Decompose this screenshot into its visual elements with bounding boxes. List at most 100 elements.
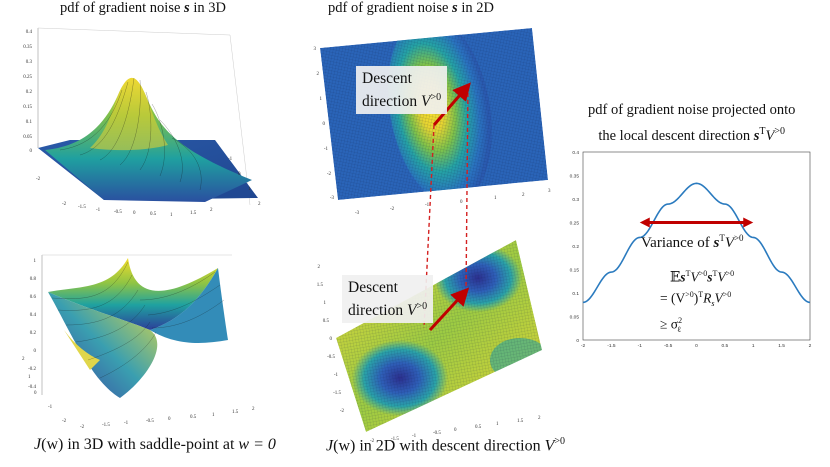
heat2-y-tick-5: -0.5 — [327, 355, 335, 360]
chart-x-tick-5: 0.5 — [722, 343, 729, 349]
heat1-y-tick-4: -1 — [324, 147, 329, 152]
heat1-y-tick-3: 0 — [323, 122, 326, 127]
surf1-x-tick-0: -2 — [62, 202, 67, 207]
surf1-x-tick-8: 2 — [210, 208, 213, 213]
heat1-x-tick-6: 3 — [548, 189, 551, 194]
surf1-z-tick-1: 0.35 — [23, 45, 32, 50]
surf1-y-tick-4: -2 — [36, 177, 41, 182]
chart-y-tick-6: 0.1 — [572, 291, 579, 297]
title-projected-pdf: pdf of gradient noise projected onto the… — [588, 102, 796, 144]
surf1-y-tick-3: -1 — [228, 157, 233, 162]
surf1-z-tick-6: 0.1 — [26, 120, 33, 125]
surf1-x-tick-4: 0 — [133, 211, 136, 216]
heat2-y-tick-3: 0.5 — [323, 319, 330, 324]
chart-y-ticks: 0.4 0.35 0.3 0.25 0.2 0.15 0.1 0.05 0 — [570, 150, 580, 344]
caption-3d-saddle: J(w) in 3D with saddle-point at w = 0 — [34, 436, 276, 453]
heat2-y-tick-2: 1 — [324, 301, 327, 306]
heat2-x-tick-8: 2 — [538, 416, 541, 421]
surf2-x-tick-0: -2 — [80, 425, 85, 430]
chart-x-tick-0: -2 — [581, 343, 586, 349]
variance-label: Variance of sTV>0 — [641, 233, 744, 251]
heat2-y-ticks: 2 1.5 1 0.5 0 -0.5 -1 -1.5 -2 — [317, 265, 345, 414]
chart-x-tick-2: -1 — [638, 343, 643, 349]
surf1-z-ticks: 0.4 0.35 0.3 0.25 0.2 0.15 0.1 0.05 0 — [23, 30, 32, 154]
surf2-y-tick-4: -2 — [62, 419, 67, 424]
surf1-x-tick-5: 0.5 — [150, 212, 157, 217]
surf1-z-tick-7: 0.05 — [23, 135, 32, 140]
descent-label-top: Descent direction V>0 — [356, 66, 448, 115]
variance-arrow-right-head — [743, 217, 754, 228]
variance-arrow-left-head — [639, 217, 650, 228]
equation-line-1: 𝔼sTV>0sTV>0 — [670, 269, 735, 285]
chart-y-tick-2: 0.3 — [572, 197, 579, 203]
heat1-y-ticks: 3 2 1 0 -1 -2 -3 — [314, 47, 335, 201]
heat2-y-tick-6: -1 — [334, 373, 339, 378]
heat2-x-ticks: -2 -1.5 -1 -0.5 0 0.5 1 1.5 2 — [370, 416, 541, 444]
chart-series-line — [582, 182, 811, 304]
chart-x-tick-6: 1 — [752, 343, 755, 349]
heat2-y-tick-4: 0 — [330, 337, 333, 342]
heat1-x-tick-4: 1 — [494, 196, 497, 201]
heat2-x-tick-7: 1.5 — [517, 419, 524, 424]
dashed-connector-right — [465, 85, 469, 293]
heat1-y-tick-1: 2 — [317, 72, 320, 77]
heat2-x-tick-0: -2 — [370, 439, 375, 444]
surf2-x-tick-1: -1.5 — [102, 423, 110, 428]
surf1-y-tick-0: 2 — [258, 202, 261, 207]
heat1-y-tick-5: -2 — [327, 172, 332, 177]
equation-line-2: = (V>0)TRsV>0 — [660, 289, 732, 308]
surf2-x-ticks: -2 -1.5 -1 -0.5 0 0.5 1 1.5 2 — [80, 407, 255, 430]
surf2-y-tick-1: 1 — [28, 375, 31, 380]
chart-y-tick-3: 0.25 — [570, 221, 580, 227]
heat1-x-ticks: -3 -2 -1 0 1 2 3 — [355, 189, 551, 216]
heat2-x-tick-1: -1.5 — [391, 437, 399, 442]
surf1-y-ticks: 2 1 0 -1 -2 — [36, 157, 261, 207]
surf1-z-tick-8: 0 — [30, 149, 33, 154]
surf2-z-tick-1: 0.8 — [30, 277, 37, 282]
surf1-y-tick-1: 1 — [248, 187, 251, 192]
descent-arrow-bottom — [428, 287, 470, 332]
heat1-x-tick-0: -3 — [355, 211, 360, 216]
surf2-y-tick-3: -1 — [48, 405, 53, 410]
surf2-z-tick-4: 0.2 — [30, 331, 37, 336]
surf2-z-ticks: 1 0.8 0.6 0.4 0.2 0 -0.2 -0.4 — [28, 259, 36, 390]
chart-y-tick-0: 0.4 — [572, 150, 579, 156]
chart-y-tick-5: 0.15 — [570, 268, 580, 274]
chart-y-tick-8: 0 — [576, 338, 579, 344]
surf1-x-tick-2: -1 — [96, 208, 101, 213]
heat1-y-tick-6: -3 — [330, 196, 335, 201]
surf2-z-tick-5: 0 — [34, 349, 37, 354]
surf1-x-tick-1: -1.5 — [78, 205, 86, 210]
surf1-x-tick-6: 1 — [170, 213, 173, 218]
surf2-x-tick-2: -1 — [124, 421, 129, 426]
surf2-z-tick-7: -0.4 — [28, 385, 36, 390]
heat2-y-tick-8: -2 — [340, 409, 345, 414]
chart-y-tick-7: 0.05 — [570, 315, 580, 321]
surf2-x-tick-6: 1 — [212, 413, 215, 418]
surf2-x-tick-5: 0.5 — [190, 415, 197, 420]
descent-arrow-top — [432, 82, 471, 126]
chart-x-tick-7: 1.5 — [778, 343, 785, 349]
heat1-y-tick-2: 1 — [320, 97, 323, 102]
surf2-y-tick-2: 0 — [34, 391, 37, 396]
heat1-x-tick-5: 2 — [522, 193, 525, 198]
heat2-x-tick-6: 1 — [496, 422, 499, 427]
title-2d-pdf: pdf of gradient noise s in 2D — [328, 0, 494, 16]
heat2-x-tick-3: -0.5 — [433, 431, 441, 436]
heat2-x-tick-5: 0.5 — [475, 425, 482, 430]
surf2-y-ticks: 2 1 0 -1 -2 — [22, 357, 67, 424]
title-3d-pdf: pdf of gradient noise s in 3D — [60, 0, 226, 16]
surf2-x-tick-3: -0.5 — [146, 419, 154, 424]
surf2-z-tick-2: 0.6 — [30, 295, 37, 300]
chart-x-tick-1: -1.5 — [607, 343, 616, 349]
surf1-y-tick-2: 0 — [238, 172, 241, 177]
surf1-x-tick-3: -0.5 — [114, 210, 122, 215]
surf1-x-ticks: -2 -1.5 -1 -0.5 0 0.5 1 1.5 2 — [62, 202, 213, 218]
surf1-z-tick-3: 0.25 — [23, 75, 32, 80]
surf2-z-tick-0: 1 — [34, 259, 37, 264]
surf1-z-tick-5: 0.15 — [23, 105, 32, 110]
chart-y-tick-4: 0.2 — [572, 244, 579, 250]
surf1-z-tick-2: 0.3 — [26, 60, 33, 65]
